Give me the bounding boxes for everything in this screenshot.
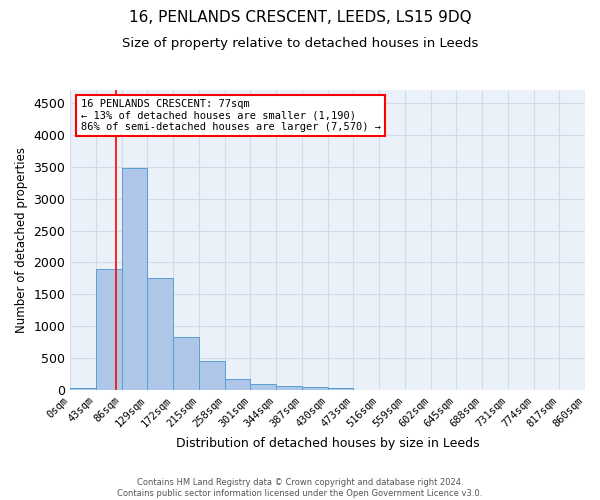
Bar xyxy=(96,270,122,390)
Bar xyxy=(148,278,173,390)
Bar xyxy=(173,336,199,390)
Bar xyxy=(199,362,225,390)
Text: 16 PENLANDS CRESCENT: 77sqm
← 13% of detached houses are smaller (1,190)
86% of : 16 PENLANDS CRESCENT: 77sqm ← 13% of det… xyxy=(80,99,380,132)
Bar xyxy=(225,380,250,390)
Bar xyxy=(276,386,302,390)
Bar xyxy=(302,387,328,390)
Text: Contains HM Land Registry data © Crown copyright and database right 2024.
Contai: Contains HM Land Registry data © Crown c… xyxy=(118,478,482,498)
Bar xyxy=(122,168,148,390)
Text: Size of property relative to detached houses in Leeds: Size of property relative to detached ho… xyxy=(122,38,478,51)
Y-axis label: Number of detached properties: Number of detached properties xyxy=(15,147,28,333)
Text: 16, PENLANDS CRESCENT, LEEDS, LS15 9DQ: 16, PENLANDS CRESCENT, LEEDS, LS15 9DQ xyxy=(128,10,472,25)
Bar xyxy=(70,388,96,390)
X-axis label: Distribution of detached houses by size in Leeds: Distribution of detached houses by size … xyxy=(176,437,479,450)
Bar xyxy=(328,388,353,390)
Bar xyxy=(250,384,276,390)
